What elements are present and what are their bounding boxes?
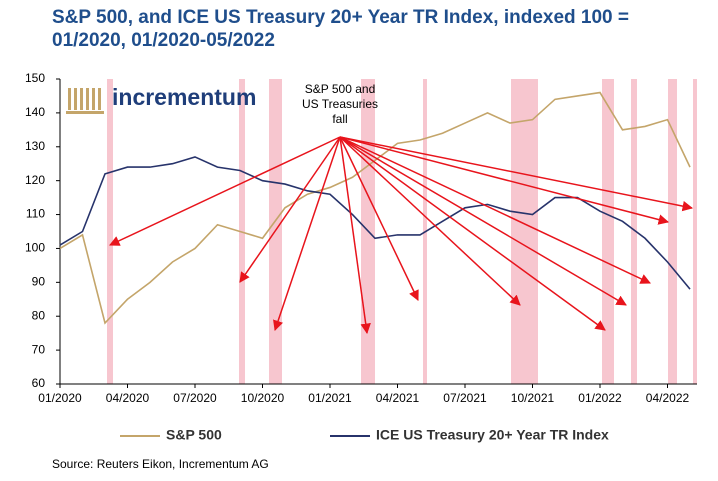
x-tick-label: 04/2020 bbox=[106, 391, 150, 405]
y-tick-label: 60 bbox=[32, 376, 46, 390]
legend-label: ICE US Treasury 20+ Year TR Index bbox=[376, 427, 609, 443]
highlight-bands bbox=[107, 79, 697, 384]
y-tick-label: 110 bbox=[26, 207, 45, 221]
y-tick-label: 120 bbox=[25, 173, 45, 187]
source: Source: Reuters Eikon, Incrementum AG bbox=[52, 457, 269, 471]
y-tick-label: 100 bbox=[25, 241, 45, 255]
y-tick-label: 80 bbox=[32, 308, 46, 322]
x-tick-label: 01/2021 bbox=[308, 391, 352, 405]
x-tick-label: 07/2021 bbox=[443, 391, 487, 405]
chart-title: S&P 500, and ICE US Treasury 20+ Year TR… bbox=[52, 7, 629, 51]
legend-label: S&P 500 bbox=[166, 427, 222, 443]
y-tick-label: 150 bbox=[25, 71, 45, 85]
x-tick-label: 04/2022 bbox=[646, 391, 690, 405]
logo-text: incrementum bbox=[112, 84, 256, 110]
series-line bbox=[59, 91, 691, 325]
y-tick-label: 70 bbox=[32, 342, 46, 356]
y-tick-label: 90 bbox=[32, 275, 46, 289]
annotation-arrows bbox=[109, 136, 694, 335]
y-tick-label: 140 bbox=[25, 105, 45, 119]
x-tick-label: 10/2021 bbox=[511, 391, 555, 405]
x-tick-label: 10/2020 bbox=[241, 391, 285, 405]
y-tick-label: 130 bbox=[25, 139, 45, 153]
series-line bbox=[59, 156, 691, 290]
annotation: S&P 500 and US Treasuries fall bbox=[301, 82, 379, 126]
x-tick-label: 01/2020 bbox=[38, 391, 82, 405]
x-tick-label: 07/2020 bbox=[173, 391, 217, 405]
x-tick-label: 04/2021 bbox=[376, 391, 420, 405]
x-tick-label: 01/2022 bbox=[578, 391, 622, 405]
logo-icon bbox=[66, 88, 104, 114]
